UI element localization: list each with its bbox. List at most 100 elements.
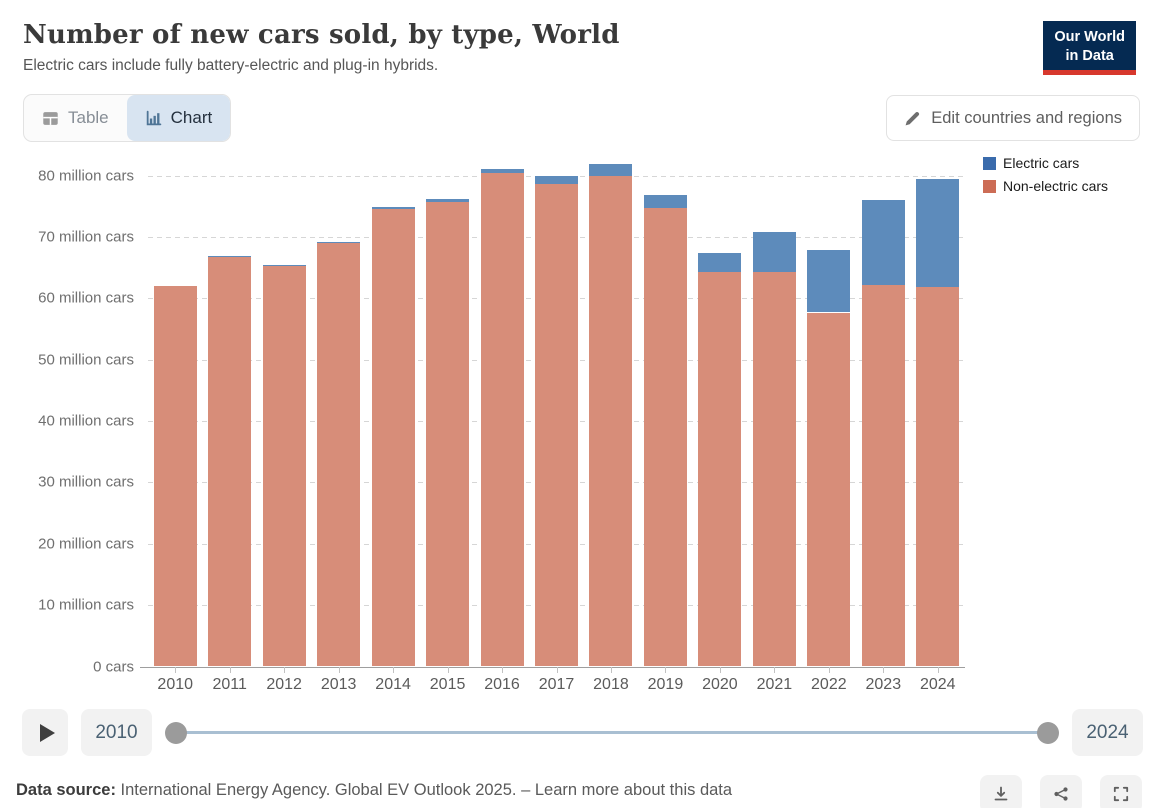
bar-segment-non-electric-2016[interactable]: [480, 173, 524, 667]
share-icon: [1053, 786, 1069, 802]
play-icon: [39, 723, 55, 742]
x-axis-tick: [338, 666, 340, 673]
bar-segment-non-electric-2024[interactable]: [916, 286, 960, 667]
x-axis-tick: [665, 666, 667, 673]
bar-segment-electric-2023[interactable]: [861, 200, 905, 285]
view-tab-group: Table Chart: [23, 94, 232, 142]
stacked-bar-chart: Electric cars Non-electric cars 0 cars 10 …: [0, 142, 1156, 707]
x-axis-label-2010: 2010: [157, 675, 194, 693]
edit-countries-label: Edit countries and regions: [931, 108, 1122, 127]
x-axis-label-2023: 2023: [865, 675, 902, 693]
x-axis-tick: [556, 666, 558, 673]
gridline-80: [148, 175, 965, 177]
play-button[interactable]: [22, 709, 68, 756]
x-axis-tick: [393, 666, 395, 673]
learn-more-link[interactable]: Learn more about this data: [534, 781, 733, 799]
bar-segment-non-electric-2011[interactable]: [208, 256, 252, 667]
y-axis-label: 80 million cars: [38, 167, 134, 185]
legend-item-electric[interactable]: Electric cars: [983, 155, 1108, 171]
bar-segment-electric-2024[interactable]: [916, 179, 960, 287]
bar-segment-non-electric-2013[interactable]: [317, 243, 361, 667]
bar-chart-icon: [145, 110, 162, 127]
bar-segment-non-electric-2020[interactable]: [698, 272, 742, 667]
footer: Data source: International Energy Agency…: [0, 775, 1156, 808]
chart-subtitle: Electric cars include fully battery-elec…: [23, 57, 439, 74]
bar-segment-non-electric-2017[interactable]: [535, 183, 578, 667]
header: Number of new cars sold, by type, World …: [0, 0, 1156, 76]
x-axis-label-2021: 2021: [756, 675, 793, 693]
bar-segment-non-electric-2018[interactable]: [589, 176, 633, 667]
tab-table[interactable]: Table: [24, 95, 127, 141]
y-axis-label: 20 million cars: [38, 535, 134, 553]
x-axis-line: [140, 666, 965, 668]
x-axis-tick: [229, 666, 231, 673]
bar-segment-electric-2021[interactable]: [752, 231, 796, 272]
download-button[interactable]: [980, 775, 1022, 808]
x-axis-label-2024: 2024: [919, 675, 956, 693]
data-source-label: Data source:: [16, 781, 116, 799]
y-axis-label: 10 million cars: [38, 596, 134, 614]
x-axis-tick: [828, 666, 830, 673]
x-axis-label-2015: 2015: [429, 675, 466, 693]
y-axis-label: 50 million cars: [38, 351, 134, 369]
x-axis-tick: [175, 666, 177, 673]
bar-segment-electric-2016[interactable]: [480, 168, 524, 174]
x-axis-label-2012: 2012: [266, 675, 302, 693]
download-icon: [993, 786, 1009, 802]
x-axis-tick: [447, 666, 449, 673]
owid-logo-line2: in Data: [1065, 47, 1114, 64]
y-axis-label: 0 cars: [93, 658, 134, 675]
bar-segment-electric-2022[interactable]: [807, 249, 851, 313]
x-axis-tick: [937, 666, 939, 673]
x-axis-label-2014: 2014: [375, 675, 411, 693]
page-title: Number of new cars sold, by type, World: [23, 20, 620, 50]
x-axis-label-2011: 2011: [212, 675, 247, 693]
share-button[interactable]: [1040, 775, 1082, 808]
table-icon: [42, 110, 59, 127]
owid-logo[interactable]: Our World in Data: [1043, 21, 1136, 76]
tab-table-label: Table: [68, 108, 109, 127]
x-axis-tick: [774, 666, 776, 673]
timeline-controls: 2010 2024: [0, 709, 1156, 756]
x-axis-label-2022: 2022: [811, 675, 847, 693]
chart-legend: Electric cars Non-electric cars: [983, 155, 1108, 201]
bar-segment-electric-2020[interactable]: [698, 253, 742, 273]
y-axis-label: 30 million cars: [38, 473, 134, 491]
legend-item-non-electric[interactable]: Non-electric cars: [983, 178, 1108, 194]
y-axis-label: 60 million cars: [38, 289, 134, 307]
legend-label: Non-electric cars: [1003, 178, 1109, 194]
tab-chart[interactable]: Chart: [126, 95, 231, 141]
bar-segment-non-electric-2014[interactable]: [371, 208, 415, 667]
legend-label: Electric cars: [1003, 155, 1080, 171]
bar-segment-non-electric-2019[interactable]: [643, 208, 687, 667]
controls-row: Table Chart Edit cou: [0, 94, 1156, 142]
bar-segment-non-electric-2015[interactable]: [426, 202, 470, 667]
data-source-text: International Energy Agency. Global EV O…: [115, 781, 522, 799]
timeline-slider[interactable]: [165, 709, 1059, 756]
bar-segment-non-electric-2021[interactable]: [752, 272, 796, 667]
bar-segment-electric-2013[interactable]: [317, 241, 361, 244]
bar-segment-non-electric-2023[interactable]: [861, 284, 905, 667]
x-axis-label-2018: 2018: [593, 675, 629, 693]
bar-segment-non-electric-2012[interactable]: [262, 265, 306, 667]
bar-segment-electric-2019[interactable]: [643, 194, 687, 209]
x-axis-tick: [502, 666, 504, 673]
y-axis-label: 70 million cars: [38, 228, 134, 246]
bar-segment-electric-2014[interactable]: [371, 206, 415, 209]
bar-segment-electric-2017[interactable]: [535, 176, 578, 184]
bar-segment-electric-2015[interactable]: [426, 198, 470, 203]
timeline-handle-start[interactable]: [165, 722, 187, 744]
legend-swatch: [983, 156, 996, 170]
x-axis-label-2017: 2017: [538, 675, 575, 693]
timeline-handle-end[interactable]: [1037, 722, 1059, 744]
timeline-start-year[interactable]: 2010: [81, 709, 152, 756]
edit-countries-button[interactable]: Edit countries and regions: [886, 95, 1140, 141]
fullscreen-button[interactable]: [1100, 775, 1142, 808]
timeline-end-year[interactable]: 2024: [1072, 709, 1143, 756]
bar-segment-non-electric-2022[interactable]: [807, 312, 851, 667]
y-axis-label: 40 million cars: [38, 412, 134, 430]
bar-segment-electric-2018[interactable]: [589, 164, 633, 177]
x-axis-tick: [610, 666, 612, 673]
bar-segment-non-electric-2010[interactable]: [153, 286, 197, 667]
bar-segment-electric-2012[interactable]: [262, 265, 306, 266]
